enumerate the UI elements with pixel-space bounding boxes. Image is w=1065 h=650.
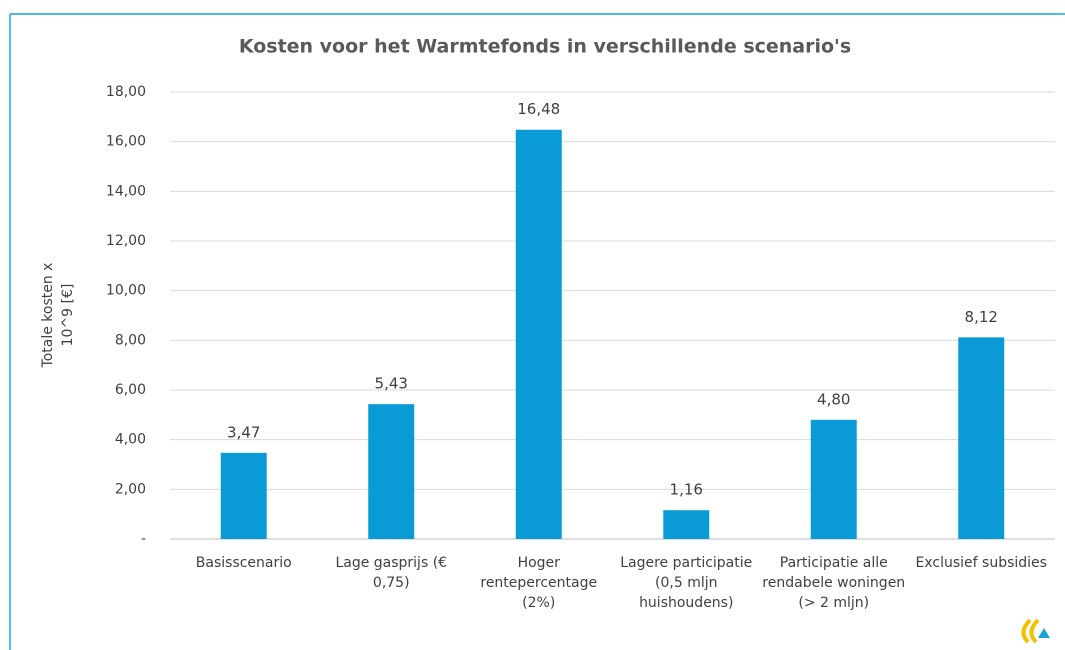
y-tick-label: - — [141, 531, 146, 547]
bar — [220, 452, 267, 539]
value-label: 16,48 — [517, 100, 560, 118]
value-label: 1,16 — [670, 481, 703, 499]
x-tick-label: Lage gasprijs (€ 0,75) — [335, 555, 448, 591]
value-label: 5,43 — [375, 375, 408, 393]
y-tick-label: 10,00 — [106, 283, 146, 299]
bar — [663, 510, 710, 539]
y-tick-label: 18,00 — [106, 84, 146, 100]
x-tick-label: Participatie alle rendabele woningen (> … — [762, 555, 906, 611]
logo — [1021, 618, 1050, 644]
y-tick-label: 2,00 — [115, 481, 146, 497]
y-tick-label: 16,00 — [106, 134, 146, 150]
value-label: 4,80 — [817, 390, 850, 408]
value-label: 8,12 — [965, 308, 998, 326]
y-tick-label: 12,00 — [106, 233, 146, 249]
y-tick-label: 6,00 — [115, 382, 146, 398]
x-tick-label: Hoger rentepercentage (2%) — [480, 555, 598, 611]
y-tick-label: 14,00 — [106, 183, 146, 199]
y-axis-label: Totale kosten x 10^9 [€] — [40, 262, 76, 368]
y-tick-label: 4,00 — [115, 432, 146, 448]
chart-title: Kosten voor het Warmtefonds in verschill… — [239, 36, 851, 58]
bar — [810, 419, 857, 539]
x-tick-label: Basisscenario — [195, 555, 292, 571]
bar — [368, 404, 415, 539]
x-tick-label: Lagere participatie (0,5 mljn huishouden… — [620, 555, 753, 611]
value-label: 3,47 — [227, 423, 260, 441]
y-tick-label: 8,00 — [115, 332, 146, 348]
x-tick-label: Exclusief subsidies — [915, 555, 1047, 571]
bar — [958, 337, 1005, 539]
bar — [515, 129, 562, 539]
